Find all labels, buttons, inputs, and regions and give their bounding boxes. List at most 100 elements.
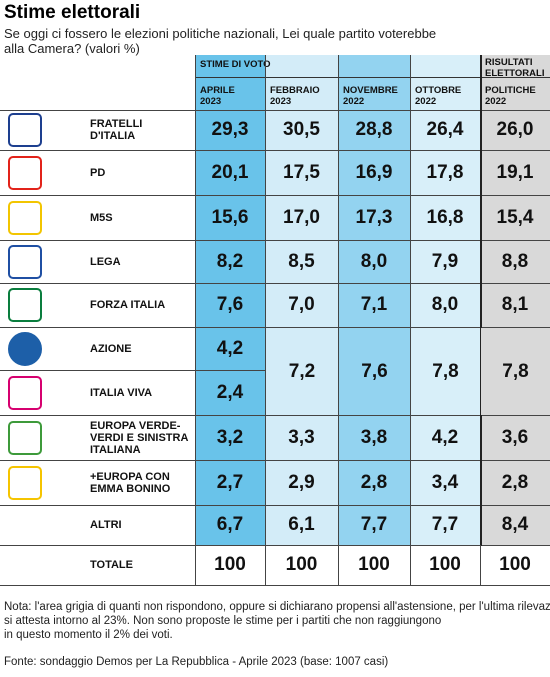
party-logo — [8, 420, 42, 455]
cell-value: 7,9 — [431, 250, 459, 272]
title: Stime elettorali — [4, 2, 141, 23]
party-name: EUROPA VERDE- VERDI E SINISTRA ITALIANA — [90, 419, 189, 456]
col-line — [480, 545, 481, 585]
cell-value: 29,3 — [211, 119, 249, 140]
column-header: NOVEMBRE 2022 — [343, 85, 398, 107]
column-bg — [265, 55, 338, 545]
total-label: TOTALE — [90, 559, 133, 571]
group-header: RISULTATI ELETTORALI — [485, 57, 545, 79]
total-value: 100 — [429, 554, 461, 575]
row-line — [0, 240, 550, 241]
party-name: ITALIA VIVA — [90, 386, 153, 399]
total-value: 100 — [499, 554, 531, 575]
total-bg — [196, 546, 550, 585]
party-name: +EUROPA CON EMMA BONINO — [90, 470, 171, 495]
merged-cell: 7,8 — [411, 328, 480, 415]
cell-value: 3,4 — [431, 471, 459, 493]
row-line — [0, 195, 550, 196]
cell-value: 8,0 — [360, 250, 388, 272]
cell-value: 8,5 — [288, 250, 315, 272]
cell-value: 8,8 — [501, 250, 529, 272]
row-line — [0, 415, 550, 416]
party-logo — [8, 331, 42, 366]
party-logo — [8, 465, 42, 500]
column-header: FEBBRAIO 2023 — [270, 85, 320, 107]
cell-value: 17,3 — [355, 206, 393, 228]
party-name: ALTRI — [90, 519, 122, 531]
party-name: FRATELLI D'ITALIA — [90, 118, 143, 142]
total-value: 100 — [358, 554, 390, 575]
cell-value: 2,7 — [216, 471, 244, 493]
cell-value: 26,0 — [496, 119, 534, 140]
merged-cell: 7,8 — [481, 328, 550, 415]
column-bg — [480, 55, 550, 545]
party-logo — [8, 288, 42, 322]
cell-value: 4,2 — [216, 337, 244, 359]
cell-value: 26,4 — [426, 119, 464, 140]
cell-value: 7,7 — [360, 514, 388, 535]
total-value: 100 — [285, 554, 318, 575]
rule — [195, 77, 550, 78]
cell-value: 20,1 — [211, 161, 249, 183]
cell-value: 8,1 — [501, 294, 529, 315]
row-line — [0, 110, 550, 111]
col-line — [338, 55, 339, 585]
col-line — [338, 545, 339, 585]
col-line — [410, 55, 411, 585]
cell-value: 7,0 — [288, 294, 315, 315]
col-line — [265, 55, 266, 585]
cell-value: 17,0 — [283, 206, 320, 228]
row-line — [0, 460, 550, 461]
row-line — [0, 283, 550, 284]
cell-value: 28,8 — [355, 119, 393, 140]
row-line — [0, 327, 550, 328]
cell-value: 7,1 — [360, 294, 388, 315]
total-value: 100 — [214, 554, 246, 575]
cell-value: 6,1 — [288, 514, 315, 535]
party-name: AZIONE — [90, 342, 132, 355]
cell-value: 8,2 — [216, 250, 244, 272]
column-bg — [338, 55, 410, 545]
cell-value: 4,2 — [431, 426, 459, 448]
cell-value: 2,4 — [216, 381, 244, 403]
cell-value: 7,6 — [216, 294, 244, 315]
cell-value: 2,9 — [288, 471, 315, 493]
cell-value: 2,8 — [501, 471, 529, 493]
merged-cell: 7,2 — [266, 328, 338, 415]
party-name: LEGA — [90, 255, 121, 268]
cell-value: 2,8 — [360, 471, 388, 493]
column-header: APRILE 2023 — [200, 85, 235, 107]
cell-value: 7,7 — [431, 514, 459, 535]
cell-value: 8,4 — [501, 514, 529, 535]
party-name: M5S — [90, 211, 113, 224]
party-logo — [8, 113, 42, 147]
subtitle: Se oggi ci fossero le elezioni politiche… — [4, 26, 437, 56]
cell-value: 16,8 — [426, 206, 464, 228]
cell-value: 3,3 — [288, 426, 315, 448]
row-line — [0, 505, 550, 506]
party-name: PD — [90, 166, 106, 179]
row-line — [0, 150, 550, 151]
col-line — [265, 545, 266, 585]
group-header: STIME DI VOTO — [200, 59, 271, 70]
col-line — [410, 545, 411, 585]
cell-value: 6,7 — [216, 514, 244, 535]
cell-value: 19,1 — [496, 161, 534, 183]
column-bg — [410, 55, 480, 545]
cell-value: 15,6 — [211, 206, 249, 228]
cell-value: 30,5 — [283, 119, 320, 140]
column-header: OTTOBRE 2022 — [415, 85, 462, 107]
row-line — [0, 585, 550, 586]
cell-value: 16,9 — [355, 161, 393, 183]
cell-value: 3,2 — [216, 426, 244, 448]
col-line — [480, 55, 482, 585]
cell-value: 3,8 — [360, 426, 388, 448]
party-name: FORZA ITALIA — [90, 299, 166, 311]
party-logo — [8, 375, 42, 410]
source: Fonte: sondaggio Demos per La Repubblica… — [4, 656, 389, 668]
column-header: POLITICHE 2022 — [485, 85, 536, 107]
cell-value: 17,5 — [283, 161, 320, 183]
merged-cell: 7,6 — [339, 328, 410, 415]
cell-value: 15,4 — [496, 206, 534, 228]
row-line — [0, 545, 550, 546]
